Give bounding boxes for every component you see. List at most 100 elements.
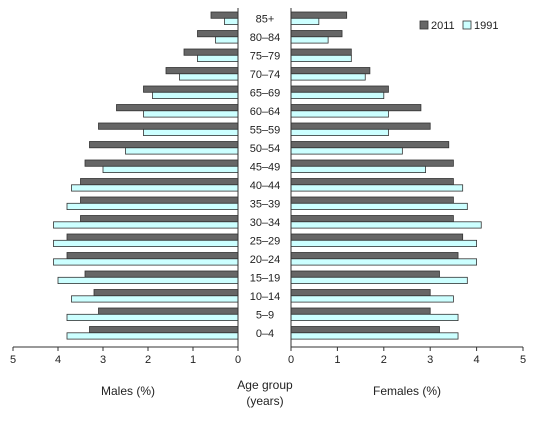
age-label-30-34: 30–34 [250,217,281,229]
bar-male-1991-5-9 [66,313,239,321]
bar-female-2011-30-34 [290,215,454,223]
bar-male-1991-60-64 [143,110,239,118]
bar-male-1991-85plus [224,17,239,25]
males-tick-label-2: 2 [145,354,151,366]
males-axis-label: Males (%) [101,384,155,398]
bar-female-2011-85plus [290,11,348,19]
bar-male-1991-35-39 [66,202,239,211]
females-tick-label-4: 4 [474,354,480,366]
legend-swatch-2011 [419,20,429,30]
bar-male-2011-5-9 [98,307,239,315]
bar-female-1991-10-14 [290,295,454,303]
females-axis-label: Females (%) [373,384,441,398]
males-tick-label-4: 4 [55,354,61,366]
bar-female-1991-30-34 [290,221,482,229]
bar-female-1991-15-19 [290,276,468,284]
females-tick-label-3: 3 [427,354,433,366]
bar-female-2011-20-24 [290,252,459,260]
bar-female-2011-60-64 [290,104,422,112]
age-label-55-59: 55–59 [250,124,281,136]
bar-female-1991-60-64 [290,110,389,118]
bar-female-2011-0-4 [290,326,440,334]
bar-female-2011-35-39 [290,196,454,204]
bar-female-1991-35-39 [290,202,468,211]
bar-male-1991-75-79 [197,54,239,62]
age-label-0-4: 0–4 [256,328,274,340]
bar-female-2011-65-69 [290,85,389,93]
bar-female-1991-75-79 [290,54,352,62]
bar-male-2011-70-74 [165,67,239,75]
bar-male-1991-45-49 [102,165,239,174]
bar-female-1991-50-54 [290,147,403,155]
bar-male-1991-50-54 [125,147,239,155]
bar-female-1991-5-9 [290,313,459,321]
bar-male-1991-25-29 [53,239,239,248]
age-label-35-39: 35–39 [250,198,281,210]
bar-male-2011-30-34 [80,215,239,223]
bar-female-2011-55-59 [290,122,431,130]
bar-male-2011-75-79 [183,48,239,56]
females-tick-label-5: 5 [520,354,526,366]
bar-female-2011-10-14 [290,289,431,297]
bar-male-2011-65-69 [143,85,239,93]
bar-female-1991-45-49 [290,165,426,174]
bar-female-1991-70-74 [290,73,366,81]
bars-group [53,11,482,340]
bar-male-2011-15-19 [84,270,239,278]
bar-female-2011-80-84 [290,30,343,38]
age-label-75-79: 75–79 [250,50,281,62]
age-label-80-84: 80–84 [250,32,281,44]
bar-male-1991-15-19 [57,276,239,284]
legend-label-2011: 2011 [431,20,455,32]
bar-male-2011-85plus [210,11,239,19]
bar-male-2011-45-49 [84,159,239,167]
axes-group: 5 4 3 2 1 0 0 1 2 3 4 5 [10,8,526,366]
males-tick-label-3: 3 [100,354,106,366]
females-tick-label-1: 1 [334,354,340,366]
bar-male-1991-30-34 [53,221,239,229]
bar-male-1991-20-24 [53,258,239,266]
bar-male-2011-40-44 [80,178,239,186]
males-tick-label-0: 0 [235,354,241,366]
bar-female-2011-15-19 [290,270,440,278]
bar-male-1991-55-59 [143,128,239,137]
bar-male-2011-55-59 [98,122,239,130]
bar-female-1991-55-59 [290,128,389,137]
bar-female-2011-5-9 [290,307,431,315]
age-label-65-69: 65–69 [250,87,281,99]
age-label-20-24: 20–24 [250,254,281,266]
females-tick-label-2: 2 [381,354,387,366]
bar-female-1991-80-84 [290,36,329,44]
age-label-10-14: 10–14 [250,291,281,303]
age-label-50-54: 50–54 [250,143,281,155]
age-label-15-19: 15–19 [250,272,281,284]
age-label-70-74: 70–74 [250,69,281,81]
males-tick-label-1: 1 [190,354,196,366]
bar-male-2011-0-4 [89,326,239,334]
bar-female-2011-75-79 [290,48,352,56]
age-label-25-29: 25–29 [250,235,281,247]
bar-female-1991-25-29 [290,239,478,248]
bar-male-1991-40-44 [71,184,239,192]
bar-male-2011-50-54 [89,141,239,149]
age-label-85plus: 85+ [256,13,275,25]
bar-male-1991-65-69 [152,91,239,100]
bar-male-2011-25-29 [66,233,239,241]
bar-male-1991-10-14 [71,295,239,303]
age-label-5-9: 5–9 [256,309,274,321]
bar-male-2011-35-39 [80,196,239,204]
bar-female-2011-50-54 [290,141,450,149]
bar-female-2011-40-44 [290,178,454,186]
age-label-60-64: 60–64 [250,106,281,118]
bar-female-1991-85plus [290,17,320,25]
bar-female-1991-65-69 [290,91,385,100]
bar-female-2011-70-74 [290,67,371,75]
bar-female-1991-20-24 [290,258,478,266]
males-tick-label-5: 5 [10,354,16,366]
bar-male-2011-60-64 [116,104,239,112]
age-group-labels: 85+ 80–84 75–79 70–74 65–69 60–64 55–59 50–54 45… [250,13,281,340]
legend-swatch-1991 [462,20,472,30]
legend-label-1991: 1991 [474,20,498,32]
bar-female-2011-25-29 [290,233,464,241]
